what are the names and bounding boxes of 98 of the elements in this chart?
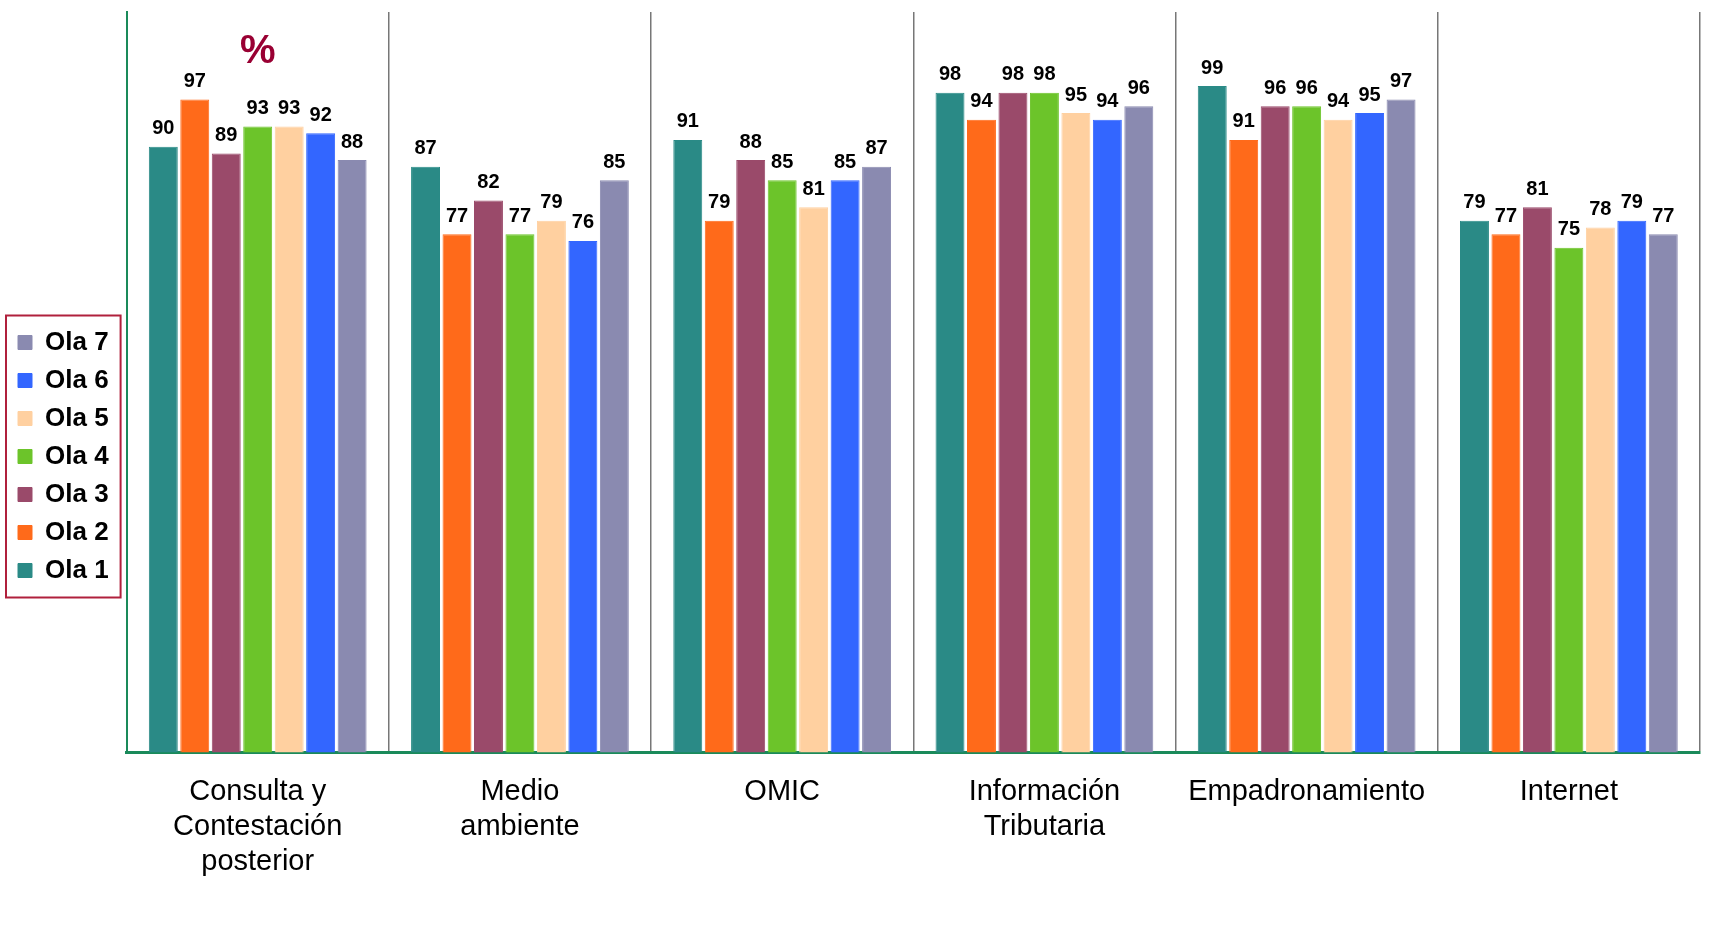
data-label: 96 xyxy=(1127,75,1150,98)
bar xyxy=(1585,227,1615,753)
data-label: 95 xyxy=(1358,82,1381,105)
data-label: 85 xyxy=(771,149,794,172)
data-label: 75 xyxy=(1557,217,1581,240)
legend-label: Ola 5 xyxy=(45,401,109,432)
bar xyxy=(1355,112,1385,753)
data-label: 94 xyxy=(1096,89,1120,112)
data-label: 87 xyxy=(414,136,437,159)
bar xyxy=(967,119,996,753)
data-label: 98 xyxy=(938,62,962,85)
data-label: 94 xyxy=(1326,89,1351,112)
bar xyxy=(1522,207,1552,753)
bar xyxy=(1061,112,1091,753)
bar xyxy=(337,160,367,753)
bar xyxy=(1092,119,1122,753)
bar xyxy=(306,133,336,753)
legend-label: Ola 6 xyxy=(45,363,109,394)
data-label: 88 xyxy=(739,129,762,152)
bar xyxy=(1229,139,1259,753)
data-label: 97 xyxy=(183,69,206,92)
data-label: 82 xyxy=(477,170,500,193)
data-label: 93 xyxy=(278,95,301,118)
x-tick-label: OMIC xyxy=(744,774,821,806)
bar xyxy=(1260,106,1290,753)
legend-label: Ola 4 xyxy=(45,439,110,470)
chart-title: % xyxy=(239,27,276,72)
bar xyxy=(211,153,241,753)
bar xyxy=(1386,99,1416,753)
bar xyxy=(673,139,703,753)
data-label: 98 xyxy=(1001,62,1025,85)
data-label: 98 xyxy=(1033,62,1056,85)
bar xyxy=(1029,92,1059,753)
bar xyxy=(442,234,472,753)
bar xyxy=(1648,234,1678,753)
bar xyxy=(1292,106,1322,753)
data-label: 92 xyxy=(309,102,332,125)
x-tick-label: Consulta y Contestación posterior xyxy=(173,774,343,876)
data-label: 89 xyxy=(215,122,238,145)
data-label: 79 xyxy=(1463,190,1486,213)
data-label: 77 xyxy=(1494,203,1518,226)
bar xyxy=(274,126,304,753)
bar xyxy=(474,200,503,753)
x-tick-label: Empadronamiento xyxy=(1188,774,1426,806)
data-label: 91 xyxy=(676,109,699,132)
bar xyxy=(998,92,1028,753)
bar xyxy=(1197,86,1227,753)
data-label: 91 xyxy=(1232,109,1255,132)
bar xyxy=(767,180,797,753)
bar xyxy=(830,180,860,753)
bar xyxy=(1617,220,1647,753)
bar xyxy=(1491,234,1521,753)
data-label: 96 xyxy=(1264,75,1287,98)
bar xyxy=(411,166,441,753)
bar xyxy=(1323,119,1353,753)
data-label: 88 xyxy=(340,129,364,152)
bar xyxy=(935,92,965,753)
bar xyxy=(536,220,566,753)
legend-label: Ola 3 xyxy=(45,477,109,508)
legend-label: Ola 2 xyxy=(45,515,109,546)
data-label: 90 xyxy=(152,116,175,139)
data-label: 79 xyxy=(1620,190,1643,213)
data-label: 96 xyxy=(1295,75,1318,98)
data-label: 97 xyxy=(1389,69,1413,92)
x-tick-label: Medio ambiente xyxy=(460,774,580,841)
bar xyxy=(1460,220,1489,753)
data-label: 87 xyxy=(865,136,888,159)
legend-label: Ola 7 xyxy=(45,325,109,356)
bar xyxy=(599,180,629,753)
data-label: 99 xyxy=(1201,55,1224,78)
bar xyxy=(736,160,766,753)
data-label: 77 xyxy=(445,203,469,226)
bar xyxy=(799,207,829,753)
bar xyxy=(704,220,734,753)
legend-label: Ola 1 xyxy=(45,553,109,584)
data-label: 78 xyxy=(1589,196,1612,219)
bar xyxy=(180,99,210,753)
bar xyxy=(1124,106,1154,753)
data-label: 77 xyxy=(1652,203,1675,226)
data-label: 81 xyxy=(802,176,825,199)
data-label: 77 xyxy=(508,203,532,226)
data-label: 93 xyxy=(246,95,269,118)
data-label: 81 xyxy=(1526,176,1549,199)
data-label: 79 xyxy=(708,190,731,213)
data-label: 95 xyxy=(1064,82,1088,105)
data-label: 85 xyxy=(603,149,626,172)
bar xyxy=(505,234,535,753)
bar xyxy=(568,240,598,753)
data-label: 85 xyxy=(833,149,857,172)
data-label: 76 xyxy=(571,210,594,233)
x-tick-label: Información Tributaria xyxy=(968,774,1121,841)
bar xyxy=(862,166,892,753)
data-label: 94 xyxy=(970,89,994,112)
bar xyxy=(1554,247,1584,753)
bar xyxy=(243,126,273,753)
bar xyxy=(148,146,178,753)
x-tick-label: Internet xyxy=(1519,774,1619,806)
data-label: 79 xyxy=(540,190,563,213)
